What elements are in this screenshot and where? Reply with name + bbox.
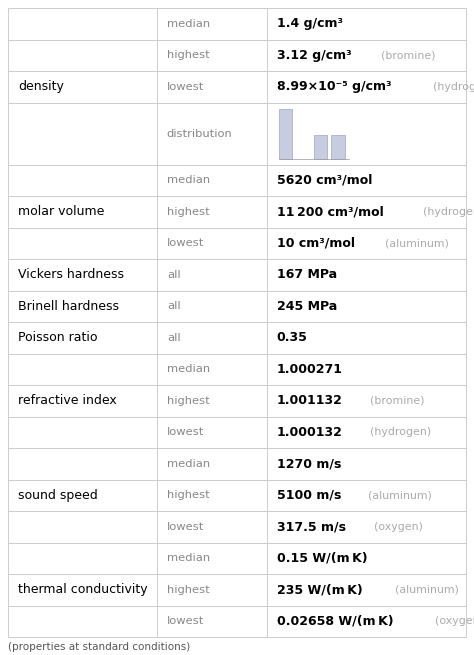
- Text: 1.000271: 1.000271: [277, 363, 343, 376]
- Text: highest: highest: [167, 585, 210, 595]
- Text: 0.35: 0.35: [277, 331, 308, 345]
- Text: lowest: lowest: [167, 616, 204, 626]
- Text: 5100 m/s: 5100 m/s: [277, 489, 341, 502]
- Text: Poisson ratio: Poisson ratio: [18, 331, 98, 345]
- Text: Vickers hardness: Vickers hardness: [18, 269, 124, 281]
- Text: lowest: lowest: [167, 522, 204, 532]
- Text: molar volume: molar volume: [18, 205, 104, 218]
- Text: sound speed: sound speed: [18, 489, 98, 502]
- Text: density: density: [18, 80, 64, 93]
- Text: all: all: [167, 333, 181, 343]
- Text: 0.15 W/(m K): 0.15 W/(m K): [277, 552, 367, 565]
- Text: 10 cm³/mol: 10 cm³/mol: [277, 236, 355, 250]
- Text: refractive index: refractive index: [18, 394, 117, 407]
- Text: 1.000132: 1.000132: [277, 426, 343, 439]
- Text: (aluminum): (aluminum): [368, 490, 432, 500]
- Text: (oxygen): (oxygen): [374, 522, 423, 532]
- Text: (bromine): (bromine): [381, 50, 436, 60]
- Text: median: median: [167, 19, 210, 29]
- Text: lowest: lowest: [167, 238, 204, 248]
- Text: 245 MPa: 245 MPa: [277, 300, 337, 312]
- Text: lowest: lowest: [167, 82, 204, 92]
- Text: highest: highest: [167, 50, 210, 60]
- Text: median: median: [167, 176, 210, 185]
- Text: (hydrogen): (hydrogen): [432, 82, 474, 92]
- Text: highest: highest: [167, 490, 210, 500]
- Bar: [331, 134, 345, 159]
- Text: 1.001132: 1.001132: [277, 394, 343, 407]
- Bar: [314, 134, 327, 159]
- Text: (aluminum): (aluminum): [385, 238, 449, 248]
- Text: 0.02658 W/(m K): 0.02658 W/(m K): [277, 615, 393, 627]
- Text: (aluminum): (aluminum): [395, 585, 459, 595]
- Text: (hydrogen): (hydrogen): [422, 207, 474, 217]
- Text: median: median: [167, 458, 210, 469]
- Text: 5620 cm³/mol: 5620 cm³/mol: [277, 174, 372, 187]
- Text: (oxygen): (oxygen): [435, 616, 474, 626]
- Text: median: median: [167, 364, 210, 374]
- Text: all: all: [167, 270, 181, 280]
- Text: 317.5 m/s: 317.5 m/s: [277, 520, 346, 533]
- Text: median: median: [167, 553, 210, 563]
- Text: 3.12 g/cm³: 3.12 g/cm³: [277, 48, 351, 62]
- Text: 1270 m/s: 1270 m/s: [277, 457, 341, 470]
- Text: (properties at standard conditions): (properties at standard conditions): [8, 642, 190, 652]
- Text: 11 200 cm³/mol: 11 200 cm³/mol: [277, 205, 383, 218]
- Text: highest: highest: [167, 207, 210, 217]
- Text: (hydrogen): (hydrogen): [370, 427, 431, 438]
- Text: all: all: [167, 301, 181, 311]
- Bar: [279, 109, 292, 159]
- Text: 167 MPa: 167 MPa: [277, 269, 337, 281]
- Text: 235 W/(m K): 235 W/(m K): [277, 583, 363, 596]
- Text: thermal conductivity: thermal conductivity: [18, 583, 147, 596]
- Text: (bromine): (bromine): [370, 396, 424, 405]
- Text: highest: highest: [167, 396, 210, 405]
- Text: 8.99×10⁻⁵ g/cm³: 8.99×10⁻⁵ g/cm³: [277, 81, 391, 93]
- Text: Brinell hardness: Brinell hardness: [18, 300, 119, 312]
- Text: distribution: distribution: [167, 128, 233, 138]
- Text: lowest: lowest: [167, 427, 204, 438]
- Text: 1.4 g/cm³: 1.4 g/cm³: [277, 17, 343, 30]
